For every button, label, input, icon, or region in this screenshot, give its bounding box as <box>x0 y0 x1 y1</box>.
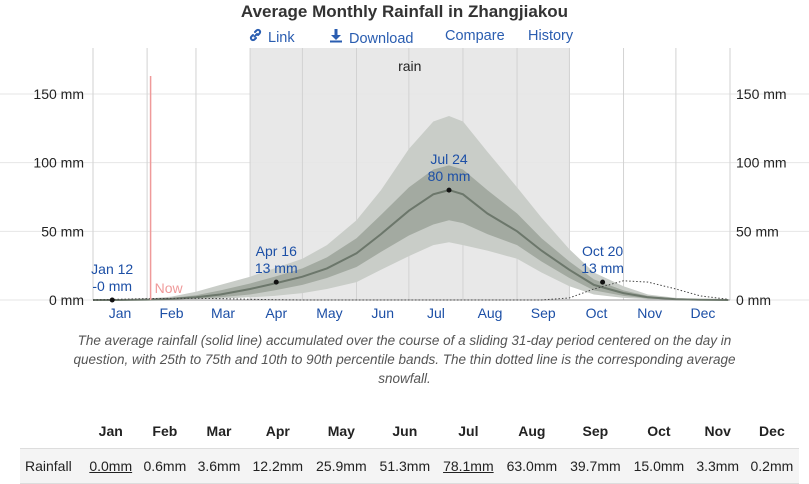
annotation-date-2: Jul 24 <box>430 151 468 167</box>
table-cell-jan: 0.0mm <box>83 448 138 484</box>
monthly-rainfall-table: Jan Feb Mar Apr May Jun Jul Aug Sep Oct Nov Dec Rai… <box>20 414 799 484</box>
annotation-date-0: Jan 12 <box>91 261 133 277</box>
rainfall-chart: Now rain 0 mm 50 mm 100 mm 150 mm 0 mm 50 mm… <box>0 48 809 321</box>
table-header-sep: Sep <box>582 423 609 439</box>
table-cell-apr: 12.2mm <box>246 448 310 484</box>
x-tick-may: May <box>316 305 342 321</box>
rain-band-label: rain <box>398 58 421 74</box>
y-tick-right-0: 0 mm <box>736 292 771 308</box>
history-button[interactable]: History <box>528 28 574 44</box>
table-header-dec: Dec <box>759 423 785 439</box>
y-tick-left-3: 150 mm <box>33 86 84 102</box>
chart-links: Link Download Compare History <box>0 28 809 48</box>
link-button[interactable]: Link <box>249 28 295 46</box>
link-label: Link <box>268 30 295 46</box>
table-cell-mar: 3.6mm <box>191 448 247 484</box>
annotation-value-2: 80 mm <box>428 168 471 184</box>
table-header-row: Jan Feb Mar Apr May Jun Jul Aug Sep Oct Nov Dec <box>20 414 799 449</box>
percentile-25-75-band <box>93 165 729 300</box>
table-row: Rainfall 0.0mm 0.6mm 3.6mm 12.2mm 25.9mm 51.3… <box>20 448 799 484</box>
y-tick-right-3: 150 mm <box>736 86 787 102</box>
table-cell-feb: 0.6mm <box>137 448 192 484</box>
table-header-mar: Mar <box>206 423 232 439</box>
y-tick-right-1: 50 mm <box>736 223 779 239</box>
table-header-jun: Jun <box>392 423 418 439</box>
table-cell-jun: 51.3mm <box>373 448 437 484</box>
download-label: Download <box>349 31 414 47</box>
x-tick-oct: Oct <box>586 305 608 321</box>
table-header-nov: Nov <box>704 423 731 439</box>
y-tick-left-0: 0 mm <box>49 292 84 308</box>
table-header-oct: Oct <box>647 423 671 439</box>
table-cell-nov: 3.3mm <box>690 448 745 484</box>
annotation-value-1: 13 mm <box>255 260 298 276</box>
link-icon <box>249 28 262 46</box>
table-header-apr: Apr <box>265 423 290 439</box>
annotation-date-1: Apr 16 <box>256 243 297 259</box>
x-tick-apr: Apr <box>265 305 287 321</box>
y-axis-left: 0 mm 50 mm 100 mm 150 mm <box>33 86 84 308</box>
x-tick-mar: Mar <box>211 305 235 321</box>
row-label: Rainfall <box>20 448 84 484</box>
table-cell-oct: 15.0mm <box>627 448 691 484</box>
table-cell-sep: 39.7mm <box>563 448 628 484</box>
median-rainfall-line <box>93 189 729 301</box>
table-cell-jul: 78.1mm <box>436 448 501 484</box>
annotation-value-0: -0 mm <box>92 278 132 294</box>
compare-button[interactable]: Compare <box>445 28 505 44</box>
annotation-point-2 <box>446 187 452 193</box>
table-header-feb: Feb <box>152 423 178 439</box>
table-cell-dec: 0.2mm <box>744 448 799 484</box>
x-tick-nov: Nov <box>637 305 662 321</box>
annotation-point-0 <box>109 297 115 303</box>
y-axis-right: 0 mm 50 mm 100 mm 150 mm <box>736 86 787 308</box>
x-tick-feb: Feb <box>159 305 183 321</box>
table-cell-aug: 63.0mm <box>500 448 564 484</box>
download-button[interactable]: Download <box>329 28 414 47</box>
chart-caption: The average rainfall (solid line) accumu… <box>73 333 736 386</box>
y-tick-right-2: 100 mm <box>736 155 787 171</box>
x-tick-jun: Jun <box>371 305 394 321</box>
y-tick-left-1: 50 mm <box>41 223 84 239</box>
now-label: Now <box>155 280 184 296</box>
x-tick-dec: Dec <box>690 305 715 321</box>
x-tick-sep: Sep <box>531 305 556 321</box>
table-header-aug: Aug <box>518 423 546 439</box>
table-header-may: May <box>327 423 355 439</box>
x-tick-jan: Jan <box>109 305 132 321</box>
page-title: Average Monthly Rainfall in Zhangjiakou <box>240 2 569 21</box>
annotation-point-3 <box>600 279 606 285</box>
annotation-value-3: 13 mm <box>581 260 624 276</box>
table-cell-may: 25.9mm <box>309 448 374 484</box>
x-axis: Jan Feb Mar Apr May Jun Jul Aug Sep Oct Nov Dec <box>109 305 716 321</box>
download-icon <box>329 28 343 47</box>
x-tick-aug: Aug <box>478 305 503 321</box>
table-header-jul: Jul <box>458 423 479 439</box>
y-tick-left-2: 100 mm <box>33 155 84 171</box>
x-tick-jul: Jul <box>427 305 445 321</box>
annotation-point-1 <box>273 279 279 285</box>
annotation-date-3: Oct 20 <box>582 243 623 259</box>
table-header-jan: Jan <box>98 423 123 439</box>
